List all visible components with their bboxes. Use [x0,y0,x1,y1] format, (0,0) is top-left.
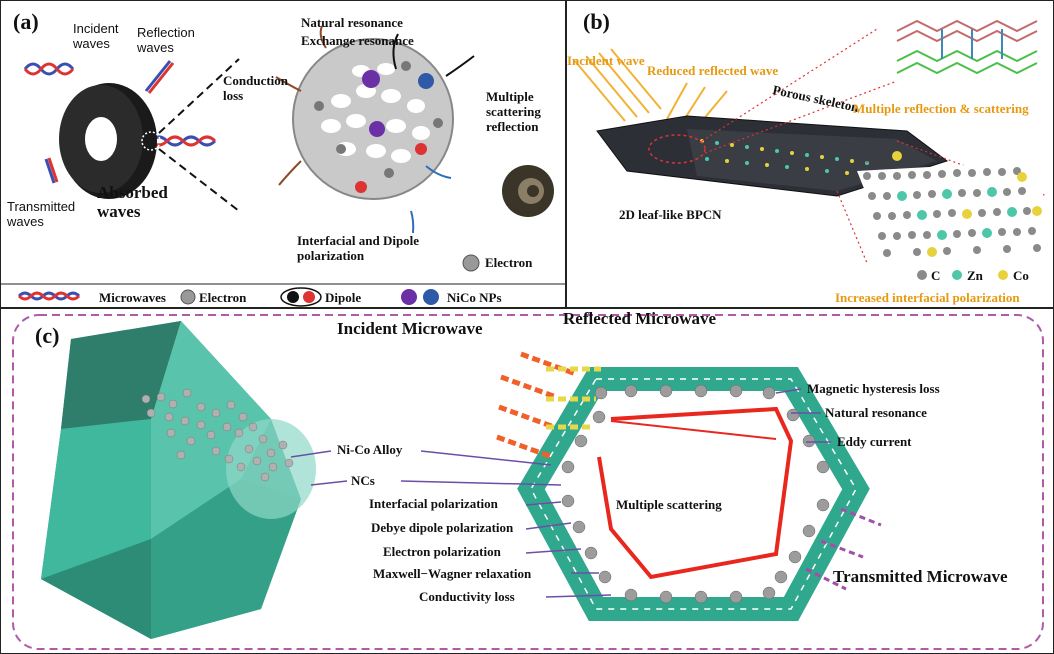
panel-a: (a) Incident waves Reflection waves Tran… [0,0,566,308]
legend-dipole-label: Dipole [325,290,362,305]
atom-lattice-icon [863,151,1042,257]
interfacial-polarization-label: Interfacial polarization [369,496,498,511]
eddy-current-label: Eddy current [837,434,912,449]
conductivity-loss-label: Conductivity loss [419,589,515,604]
leaf-label: 2D leaf-like BPCN [619,207,722,222]
panel-a-tag: (a) [13,9,39,34]
electron-polarization-label: Electron polarization [383,544,501,559]
incident-wave-label: Incident wave [567,53,645,68]
hexagon-shell-icon [517,367,870,621]
magnetic-hysteresis-label: Magnetic hysteresis loss [807,381,940,396]
multiple-scattering-label: Multiple scattering [616,497,722,512]
incident-arrows-icon [496,351,601,460]
ni-co-alloy-label: Ni-Co Alloy [337,442,403,457]
panel-b: (b) Incident wave Reduced reflected wave… [566,0,1054,308]
transmitted-arrows-icon [805,507,882,591]
shell-particles [561,384,830,604]
legend-microwaves-label: Microwaves [99,290,166,305]
reflection-waves-label: Reflection waves [137,25,195,55]
reflection-wave-icon [144,60,175,94]
legend-ni-icon [401,289,417,305]
natural-resonance-c-label: Natural resonance [825,405,927,420]
legend-co-label: Co [1013,268,1029,283]
panel-c: (c) Incident Microwave Reflected Microwa… [0,308,1054,654]
polyhedron-icon [41,321,316,639]
transmitted-microwave-label: Transmitted Microwave [833,567,1008,586]
reduced-reflected-label: Reduced reflected wave [647,63,779,78]
incident-microwave-label: Incident Microwave [337,319,483,338]
surface-dots [700,139,869,175]
transmitted-wave-icon [44,157,59,184]
absorbed-waves-label: Absorbed waves [97,183,168,221]
interfacial-label: Increased interfacial polarization [835,290,1020,305]
panel-c-tag: (c) [35,323,60,348]
panel-c-graphic [12,314,1044,650]
incident-wave-arrows [574,48,662,122]
scattering-ring-icon [502,165,554,217]
incident-wave-icon [23,62,75,76]
porous-sphere-icon [292,38,454,200]
legend-microwave-icon [17,291,81,301]
panel-a-graphic [1,25,565,307]
panel-b-graphic [574,19,1053,280]
legend-co-icon [998,270,1008,280]
interfacial-dipole-label: Interfacial and Dipole polarization [297,233,420,263]
ncs-label: NCs [351,473,375,488]
legend-electron-label: Electron [199,290,247,305]
debye-dipole-label: Debye dipole polarization [371,520,514,535]
legend-c-icon [917,270,927,280]
exchange-resonance-label: Exchange resonance [301,33,414,48]
nico-particles [141,388,294,482]
electron-label: Electron [485,255,533,270]
legend-electron-icon [180,289,196,305]
maxwell-wagner-label: Maxwell−Wagner relaxation [373,566,532,581]
natural-resonance-label: Natural resonance [301,15,403,30]
legend-dipole-icon [280,287,322,307]
porous-skeleton-icon [896,19,1038,75]
ring-absorber-icon [59,83,161,199]
legend-c-label: C [931,268,941,283]
legend-zn-label: Zn [967,268,983,283]
leader-lines [290,388,831,598]
panel-b-tag: (b) [583,9,610,34]
dashed-frame [12,314,1044,650]
incident-waves-label: Incident waves [73,21,119,51]
scattering-path-icon [597,406,794,580]
legend-nico-label: NiCo NPs [447,290,502,305]
conduction-loss-label: Conduction loss [223,73,289,103]
multiple-scattering-label: Multiple scattering reflection [486,89,541,134]
transmitted-waves-label: Transmitted waves [7,199,76,229]
legend-zn-icon [952,270,962,280]
multiple-reflection-label: Multiple reflection & scattering [853,101,1029,116]
absorbed-wave-icon [149,135,217,147]
legend-co-icon [423,289,439,305]
reflected-microwave-label: Reflected Microwave [563,309,717,328]
electron-icon [462,254,480,272]
